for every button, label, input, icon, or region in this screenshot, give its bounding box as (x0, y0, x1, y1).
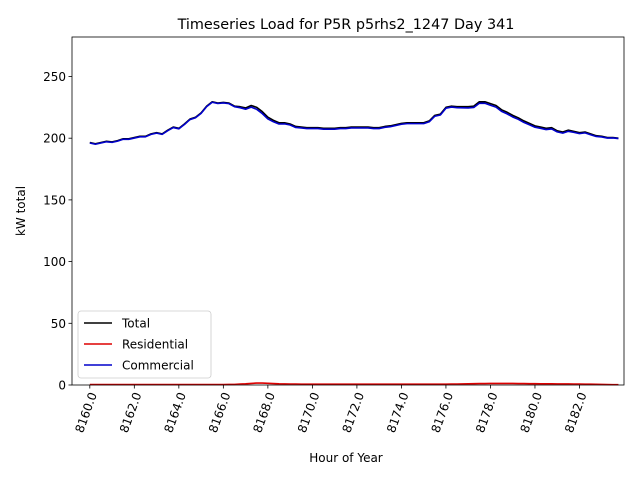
series-line-residential (89, 382, 619, 386)
y-tick-label: 250 (43, 70, 66, 84)
legend-label: Commercial (122, 359, 194, 373)
y-tick-label: 100 (43, 255, 66, 269)
chart-title: Timeseries Load for P5R p5rhs2_1247 Day … (177, 17, 515, 33)
y-tick-label: 0 (58, 379, 66, 393)
x-axis-label: Hour of Year (309, 451, 383, 465)
series-line-commercial (89, 101, 619, 146)
legend-label: Total (121, 317, 150, 331)
y-tick-label: 50 (51, 317, 66, 331)
y-axis-label: kW total (14, 186, 28, 236)
legend-box (77, 310, 212, 379)
y-tick-label: 150 (43, 193, 66, 207)
y-axis: 0 50 100 150 200 250 (43, 70, 72, 393)
legend-label: Residential (122, 338, 188, 352)
plot-frame (71, 36, 625, 386)
y-tick-label: 200 (43, 132, 66, 146)
plot-lines (89, 100, 619, 386)
legend: Total Residential Commercial (77, 310, 212, 379)
